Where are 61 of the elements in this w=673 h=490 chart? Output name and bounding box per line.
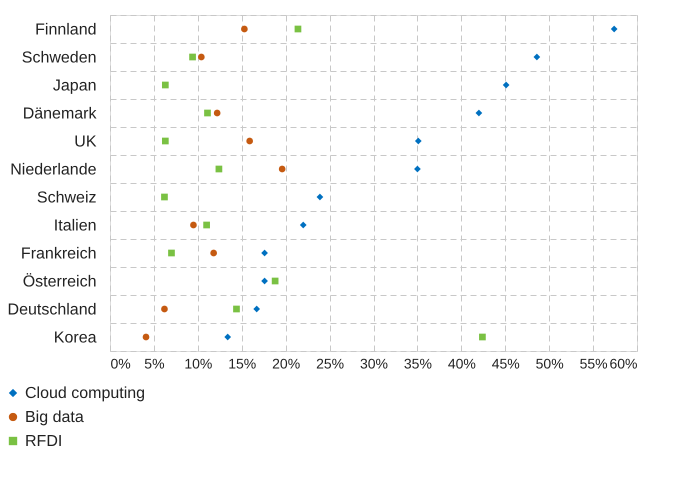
y-tick-label: Niederlande xyxy=(10,162,97,178)
point xyxy=(278,166,286,172)
x-tick-label: 5% xyxy=(144,356,165,372)
point xyxy=(204,110,211,116)
point xyxy=(414,166,421,172)
point xyxy=(241,26,248,32)
y-tick-label: Frankreich xyxy=(20,246,96,262)
x-tick-label: 50% xyxy=(536,356,564,372)
legend-label: Big data xyxy=(25,409,84,426)
legend-label: Cloud computing xyxy=(25,385,146,402)
x-tick-label: 30% xyxy=(360,356,388,372)
point xyxy=(610,26,618,32)
point xyxy=(272,278,278,284)
point xyxy=(190,222,197,228)
point xyxy=(162,138,169,144)
point xyxy=(300,222,307,228)
point xyxy=(502,82,510,88)
x-tick-label: 35% xyxy=(404,356,432,372)
point xyxy=(476,110,482,116)
y-tick-label: Österreich xyxy=(22,272,96,290)
y-tick-label: Japan xyxy=(52,78,96,94)
point xyxy=(216,166,222,172)
y-tick-label: Finnland xyxy=(35,22,96,38)
point xyxy=(233,306,240,312)
y-tick-label: Schweiz xyxy=(36,190,96,206)
point xyxy=(203,222,210,228)
x-tick-label: 20% xyxy=(272,356,300,372)
point xyxy=(214,110,221,116)
y-tick-label: Italien xyxy=(54,218,96,234)
point xyxy=(210,250,217,256)
point xyxy=(246,138,254,144)
y-tick-label: Schweden xyxy=(22,50,96,66)
point xyxy=(189,54,196,60)
x-tick-label: 60% xyxy=(609,356,638,372)
point xyxy=(261,278,268,284)
point xyxy=(414,138,422,144)
point xyxy=(162,82,169,88)
x-tick-label: 10% xyxy=(184,356,212,372)
point xyxy=(224,334,232,340)
x-tick-label: 0% xyxy=(110,356,131,372)
legend-label: RFDI xyxy=(25,433,62,450)
y-tick-label: Korea xyxy=(54,330,97,346)
point xyxy=(479,334,486,340)
x-tick-label: 55% xyxy=(580,356,608,372)
point xyxy=(168,250,175,256)
point xyxy=(161,194,168,200)
x-tick-label: 45% xyxy=(492,356,520,372)
point xyxy=(253,306,260,312)
point xyxy=(198,54,205,60)
y-tick-label: Deutschland xyxy=(8,302,96,318)
point xyxy=(534,54,540,60)
point xyxy=(261,250,268,256)
x-tick-label: 15% xyxy=(228,356,256,372)
x-tick-label: 25% xyxy=(316,356,344,372)
point xyxy=(294,26,302,32)
point xyxy=(142,334,150,340)
x-tick-label: 40% xyxy=(448,356,476,372)
y-tick-label: Dänemark xyxy=(22,106,98,122)
y-tick-label: UK xyxy=(74,134,97,150)
point xyxy=(161,306,168,312)
point xyxy=(316,194,324,200)
